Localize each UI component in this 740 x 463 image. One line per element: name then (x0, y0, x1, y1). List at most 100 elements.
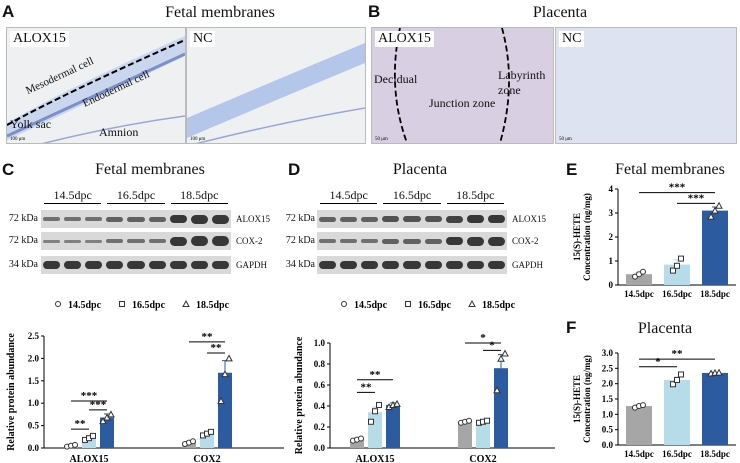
data-point (468, 299, 476, 307)
y-tick-label: 1.5 (602, 394, 614, 404)
significance-label: ** (672, 348, 684, 360)
blot-band (190, 261, 208, 269)
significance-label: *** (81, 390, 98, 402)
blot-group-label: 14.5dpc (53, 188, 92, 202)
data-point (372, 408, 378, 415)
y-tick-label: 1.0 (28, 398, 40, 408)
y-tick-label: 0.8 (314, 359, 326, 369)
significance-label: * (655, 356, 661, 368)
data-point (221, 370, 229, 378)
annot-junction: Junction zone (429, 96, 496, 110)
bar (458, 421, 472, 448)
micrograph-b-nc: NC 50 μm (555, 27, 737, 144)
bar (100, 417, 114, 448)
category-label: ALOX15 (70, 454, 109, 463)
y-axis-label-line2: Concentration (ng/mg) (582, 355, 592, 443)
y-tick-label: 0.0 (28, 443, 40, 453)
blot-band (403, 238, 421, 244)
y-axis-label: 15(S)-HETE (572, 213, 582, 261)
category-label: COX2 (469, 454, 496, 463)
data-point (393, 399, 401, 407)
blot-band (211, 261, 229, 269)
bar-chart-d: 14.5dpc 16.5dpc 18.5dpc 0.0 0.2 0.4 0.6 0.8 1.0 R… (294, 299, 555, 463)
blot-band (106, 261, 124, 269)
blot-band (361, 261, 379, 269)
kda-label: 72 kDa (8, 235, 38, 246)
blot-band (340, 261, 358, 269)
blot-band (403, 261, 421, 269)
blot-band (148, 261, 166, 269)
data-point (640, 402, 646, 409)
legend-label: 16.5dpc (418, 300, 452, 311)
bar (626, 406, 652, 445)
blot-band (382, 261, 400, 269)
blot-band (466, 215, 484, 223)
protein-label: GAPDH (236, 260, 268, 270)
bar (82, 438, 96, 448)
membrane-illustration-nc (187, 43, 365, 143)
blot-band (211, 214, 229, 224)
blot-group-label: 14.5dpc (329, 188, 368, 202)
scalebar-b-nc: 50 μm (559, 137, 572, 142)
blot-group-line (107, 203, 165, 204)
blot-group-label: 18.5dpc (456, 188, 495, 202)
bar-chart-e: 0 1 2 3 4 15(S)-HETE Concentration (ng/mg) 14.5… (572, 182, 736, 299)
blot-band (43, 239, 61, 243)
blot-group-line (44, 203, 102, 204)
blot-group-line (320, 203, 378, 204)
label-alox15-b: ALOX15 (375, 31, 434, 47)
bar (368, 412, 382, 448)
data-point (707, 212, 715, 220)
legend-label: 14.5dpc (68, 300, 102, 311)
blot-band (361, 239, 379, 243)
blot-band (487, 261, 505, 269)
kda-label: 72 kDa (285, 213, 315, 224)
micrograph-a-alox15: ALOX15 Mesodermal cell Endodermal cell Y… (6, 27, 186, 144)
significance-label: * (480, 332, 486, 344)
blot-group-line (446, 203, 504, 204)
blot-band (64, 239, 82, 243)
y-tick-label: 4 (609, 184, 614, 194)
kda-label: 34 kDa (8, 259, 38, 270)
bar (702, 372, 728, 445)
blot-band (319, 216, 337, 222)
blot-band (64, 261, 82, 269)
legend-label: 18.5dpc (196, 300, 230, 311)
category-label: 16.5dpc (662, 449, 692, 459)
blot-band (106, 239, 124, 243)
category-label: ALOX15 (356, 454, 395, 463)
blot-band (169, 261, 187, 269)
data-point (640, 268, 646, 275)
data-point (711, 206, 719, 214)
panel-a-title: Fetal membranes (165, 4, 275, 21)
data-point (674, 376, 680, 383)
data-point (72, 441, 78, 448)
panel-letter-a: A (2, 2, 15, 21)
blot-band (319, 239, 337, 243)
protein-label: ALOX15 (236, 214, 270, 224)
y-tick-label: 2.5 (602, 363, 614, 373)
blot-band (424, 261, 442, 269)
blot-band (445, 261, 463, 269)
bar (702, 210, 728, 285)
scalebar-a: 100 μm (10, 137, 26, 142)
significance-label: * (489, 339, 495, 351)
significance-label: *** (669, 182, 686, 194)
panel-f-title: Placenta (637, 320, 693, 337)
blot-band (466, 236, 484, 246)
data-point (670, 267, 676, 274)
significance-label: ** (202, 331, 214, 343)
panel-c-title: Fetal membranes (95, 161, 205, 178)
blot-band (190, 236, 208, 246)
significance-label: ** (361, 381, 373, 393)
blot-band (403, 216, 421, 222)
y-axis-label: 15(S)-HETE (572, 375, 582, 423)
blot-group-label: 16.5dpc (392, 188, 432, 202)
blot-band (127, 216, 145, 222)
y-tick-label: 1.5 (28, 376, 40, 386)
bar (476, 421, 490, 448)
category-label: 14.5dpc (624, 289, 654, 299)
blot-band (340, 216, 358, 222)
blot-band (211, 236, 229, 246)
y-tick-label: 0.4 (314, 401, 326, 411)
